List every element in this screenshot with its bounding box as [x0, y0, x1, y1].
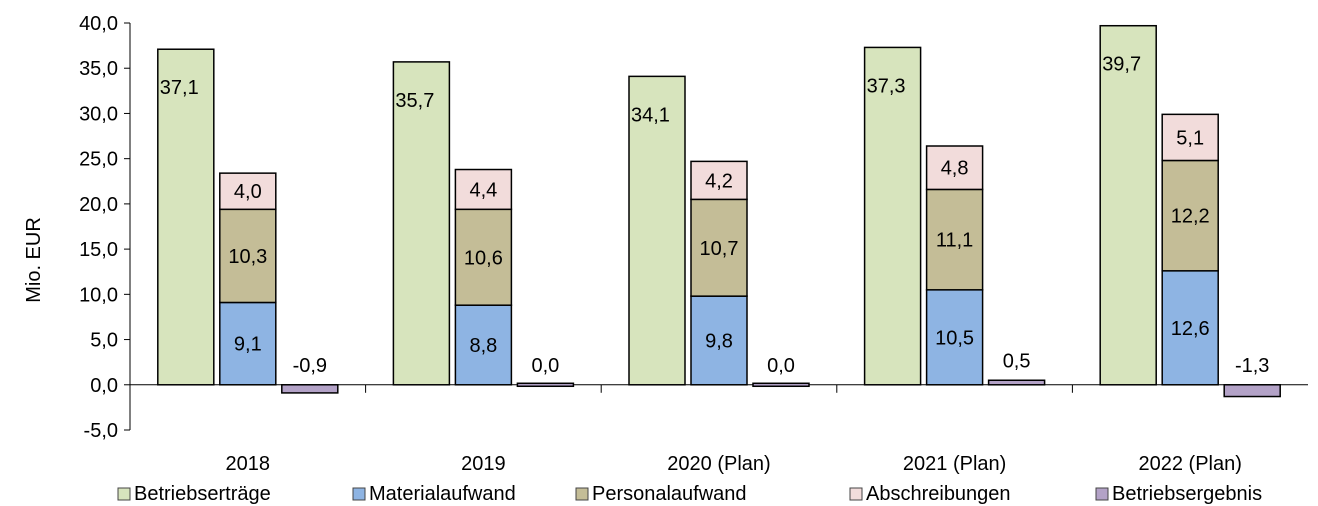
bar-betriebserträge: [157, 48, 215, 386]
bar-betriebsergebnis: [987, 379, 1046, 386]
bar-abschreibungen: [925, 145, 984, 191]
legend-swatch-betriebserträge: [117, 487, 131, 501]
legend-label-betriebsergebnis: Betriebsergebnis: [1112, 483, 1262, 505]
bar-betriebserträge: [392, 61, 451, 386]
data-label: 37,1: [160, 77, 199, 99]
data-label: 12,6: [1171, 318, 1210, 340]
data-label: 5,1: [1176, 127, 1204, 149]
data-label: 10,6: [464, 247, 503, 269]
y-tick-label: -5,0: [84, 420, 118, 442]
data-label: 10,3: [228, 246, 267, 268]
bar-betriebserträge: [1099, 24, 1157, 386]
bar-betriebserträge: [628, 75, 686, 386]
data-label: 9,8: [705, 330, 733, 352]
data-label: 4,8: [941, 158, 969, 180]
y-tick-label: 40,0: [79, 13, 118, 35]
bar-abschreibungen: [454, 168, 513, 211]
data-label: 4,0: [234, 181, 262, 203]
data-label: 0,0: [767, 355, 795, 377]
y-tick-label: 25,0: [79, 149, 118, 171]
data-label: -0,9: [293, 355, 327, 377]
bar-betriebserträge: [863, 46, 922, 386]
bar-materialaufwand: [1161, 270, 1219, 386]
legend-label-personalaufwand: Personalaufwand: [592, 483, 747, 505]
x-category-label: 2018: [226, 453, 271, 475]
data-label: 35,7: [395, 90, 434, 112]
legend-swatch-personalaufwand: [575, 487, 589, 501]
legend-swatch-abschreibungen: [849, 487, 863, 501]
data-label: -1,3: [1235, 355, 1269, 377]
bar-betriebsergebnis: [516, 382, 575, 388]
y-tick-label: 20,0: [79, 194, 118, 216]
x-category-label: 2020 (Plan): [667, 453, 770, 475]
y-tick-label: 15,0: [79, 239, 118, 261]
bar-betriebsergebnis: [1223, 384, 1281, 398]
bar-personalaufwand: [690, 198, 748, 297]
data-label: 34,1: [631, 104, 670, 126]
y-tick-label: 10,0: [79, 284, 118, 306]
data-label: 12,2: [1171, 206, 1210, 228]
bar-personalaufwand: [219, 208, 277, 304]
bar-materialaufwand: [925, 289, 984, 386]
y-tick-label: 30,0: [79, 103, 118, 125]
y-tick-label: 35,0: [79, 58, 118, 80]
bar-betriebsergebnis: [281, 384, 339, 394]
x-category-label: 2021 (Plan): [903, 453, 1006, 475]
bar-materialaufwand: [219, 301, 277, 386]
data-label: 8,8: [469, 335, 497, 357]
data-label: 37,3: [867, 75, 906, 97]
legend-label-abschreibungen: Abschreibungen: [866, 483, 1011, 505]
y-axis-title: Mio. EUR: [23, 217, 45, 303]
bar-abschreibungen: [690, 160, 748, 201]
data-label: 0,0: [531, 355, 559, 377]
bar-abschreibungen: [219, 172, 277, 211]
data-label: 4,2: [705, 170, 733, 192]
legend-swatch-materialaufwand: [352, 487, 366, 501]
bar-personalaufwand: [1161, 159, 1219, 272]
bar-betriebsergebnis: [752, 382, 810, 388]
data-label: 10,7: [700, 238, 739, 260]
legend-label-betriebserträge: Betriebserträge: [134, 483, 271, 505]
y-tick-label: 5,0: [90, 330, 118, 352]
y-tick-label: 0,0: [90, 375, 118, 397]
data-label: 0,5: [1003, 350, 1031, 372]
bar-personalaufwand: [454, 208, 513, 306]
bar-personalaufwand: [925, 188, 984, 291]
x-category-label: 2019: [461, 453, 506, 475]
bar-materialaufwand: [454, 304, 513, 386]
data-label: 39,7: [1102, 54, 1141, 76]
data-label: 10,5: [935, 327, 974, 349]
legend-swatch-betriebsergebnis: [1095, 487, 1109, 501]
data-label: 4,4: [469, 179, 497, 201]
data-label: 11,1: [936, 230, 973, 252]
data-label: 9,1: [234, 334, 262, 356]
bar-abschreibungen: [1161, 113, 1219, 162]
x-category-label: 2022 (Plan): [1138, 453, 1241, 475]
legend-label-materialaufwand: Materialaufwand: [369, 483, 516, 505]
bar-materialaufwand: [690, 295, 748, 386]
